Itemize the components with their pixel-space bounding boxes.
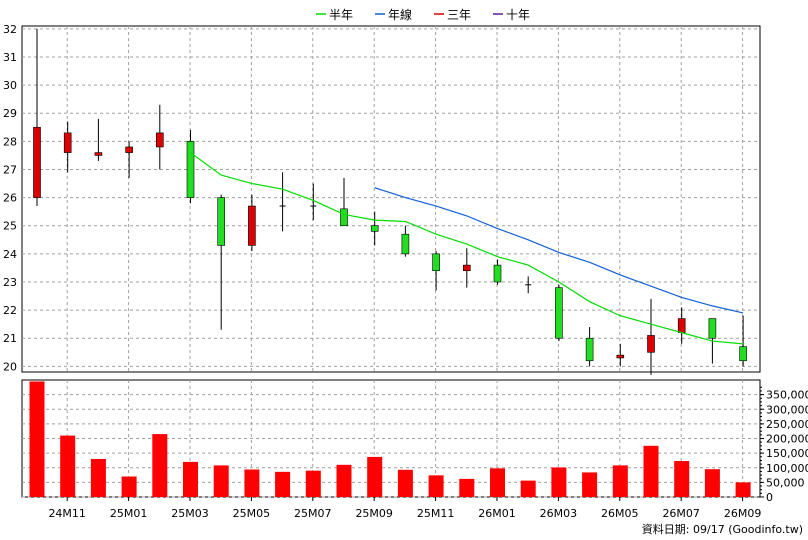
x-tick-label: 25M11 (417, 507, 455, 520)
x-tick-label: 24M11 (48, 507, 86, 520)
volume-bar (643, 445, 659, 497)
volume-bar (60, 435, 76, 497)
legend-label: 半年 (329, 8, 353, 22)
candle-body (186, 141, 195, 198)
candle-body (708, 318, 717, 339)
volume-bar (29, 381, 45, 497)
volume-bar (183, 461, 198, 497)
volume-tick-label: 200,000 (766, 433, 808, 446)
volume-bar (244, 469, 260, 497)
price-tick-label: 21 (3, 332, 17, 345)
legend-label: 三年 (447, 8, 471, 22)
volume-bar (612, 465, 628, 497)
volume-bar (704, 469, 720, 497)
moving-average-line (190, 152, 744, 345)
candle-body (432, 253, 440, 272)
volume-bar (582, 472, 598, 497)
candle-body (156, 132, 164, 148)
x-tick-label: 26M03 (540, 507, 578, 520)
price-tick-label: 29 (3, 107, 17, 120)
x-tick-label: 25M09 (355, 507, 393, 520)
price-axis: 32 31 30 29 28 27 26 25 24 23 22 21 20 (3, 23, 17, 374)
volume-bars (29, 381, 751, 497)
volume-tick-label: 0 (766, 491, 773, 504)
candle-body (462, 264, 471, 272)
price-tick-label: 23 (3, 276, 17, 289)
candlestick-series (33, 28, 747, 375)
candle-body (33, 126, 41, 198)
candle-body (401, 233, 410, 255)
candle-body (739, 346, 747, 362)
x-tick-label: 25M05 (233, 507, 271, 520)
candle-body (94, 152, 103, 156)
volume-bar (520, 480, 536, 497)
moving-average-lines (190, 152, 744, 345)
price-gridlines (22, 26, 760, 372)
legend-label: 年線 (388, 7, 412, 22)
volume-tick-label: 250,000 (766, 418, 808, 431)
price-tick-label: 24 (3, 248, 17, 261)
chart-legend: 半年 年線 三年 十年 (316, 7, 530, 22)
candle-body (248, 205, 256, 246)
volume-tick-label: 150,000 (766, 447, 808, 460)
x-tick-label: 26M07 (662, 507, 700, 520)
volume-tick-label: 350,000 (766, 389, 808, 402)
volume-tick-label: 100,000 (766, 462, 808, 475)
volume-bar (213, 465, 229, 497)
price-tick-label: 30 (3, 79, 17, 92)
volume-bar (459, 478, 475, 497)
candle-body (647, 335, 655, 353)
volume-bar (551, 467, 567, 497)
candle-body (370, 225, 379, 232)
volume-bar (367, 456, 383, 497)
price-tick-label: 28 (3, 135, 17, 148)
price-tick-label: 27 (3, 163, 17, 176)
candle-body (677, 318, 686, 333)
price-tick-label: 22 (3, 304, 17, 317)
candle-body (616, 354, 625, 359)
x-tick-label: 26M05 (601, 507, 639, 520)
x-tick-label: 25M07 (294, 507, 332, 520)
volume-tick-label: 300,000 (766, 403, 808, 416)
volume-bar (735, 482, 751, 497)
data-date-footer: 資料日期: 09/17 (Goodinfo.tw) (642, 522, 803, 536)
x-tick-label: 25M01 (110, 507, 148, 520)
price-tick-label: 31 (3, 51, 17, 64)
price-tick-label: 25 (3, 220, 17, 233)
volume-bar (121, 476, 137, 497)
volume-bar (336, 464, 352, 497)
x-tick-label: 26M09 (724, 507, 762, 520)
volume-bar (428, 475, 444, 497)
candle-body (493, 264, 502, 283)
candle-body (340, 208, 348, 227)
price-panel (21, 25, 761, 373)
price-tick-label: 26 (3, 192, 17, 205)
volume-tick-label: 50,000 (766, 476, 805, 489)
volume-bar (275, 471, 291, 497)
volume-bar (152, 434, 168, 497)
volume-bar (490, 468, 505, 497)
x-axis-labels: 24M11 25M01 25M03 25M05 25M07 25M09 25M11 26M01… (48, 497, 761, 520)
volume-bar (397, 469, 413, 497)
volume-bar (305, 470, 321, 497)
candle-body (217, 197, 225, 246)
candle-body (555, 287, 563, 339)
candle-body (125, 146, 133, 153)
volume-bar (90, 458, 106, 497)
candle-body (63, 132, 72, 153)
volume-bar (674, 461, 690, 497)
price-tick-label: 20 (3, 360, 17, 373)
moving-average-line (374, 187, 744, 314)
x-tick-label: 26M01 (478, 507, 516, 520)
x-tick-label: 25M03 (171, 507, 209, 520)
legend-label: 十年 (506, 8, 530, 22)
price-tick-label: 32 (3, 23, 17, 36)
candle-body (585, 337, 594, 362)
